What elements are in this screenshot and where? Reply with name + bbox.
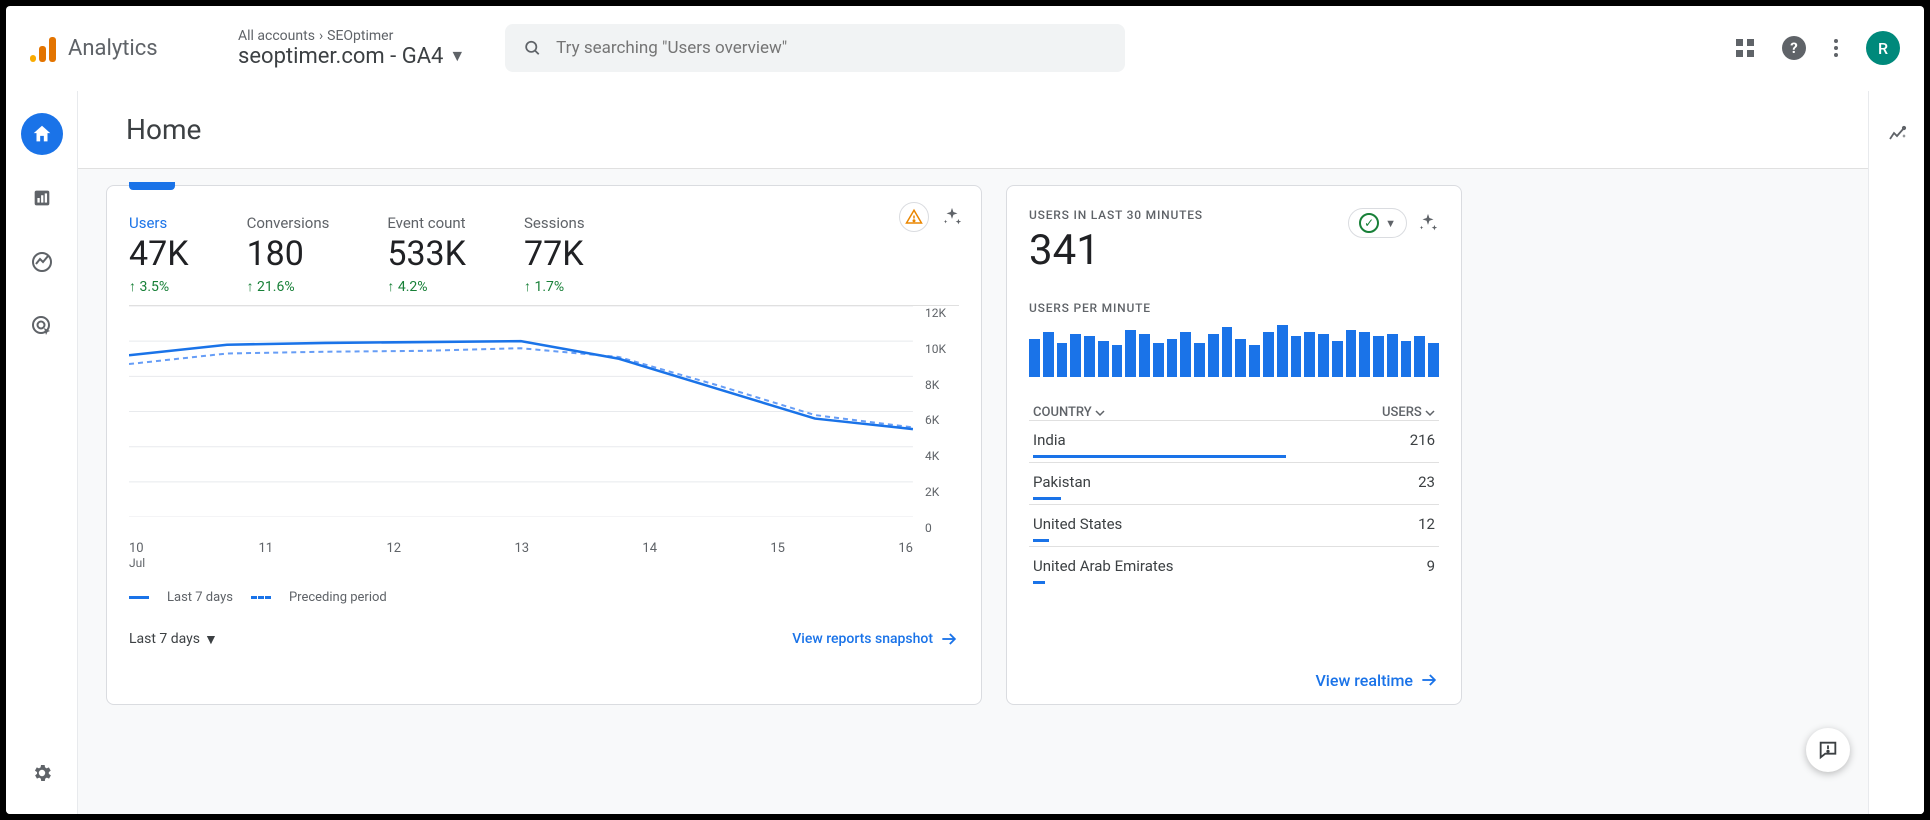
explore-icon [30, 250, 54, 274]
insights-sparkle-icon[interactable] [941, 206, 963, 228]
nav-home[interactable] [21, 113, 63, 155]
realtime-status-pill[interactable]: ✓ ▼ [1348, 208, 1407, 238]
insights-sparkle-icon[interactable] [1417, 212, 1439, 234]
main-content: Home Users47K3.5% Conversions18021.6% Even… [78, 91, 1868, 814]
table-row[interactable]: United Arab Emirates9 [1029, 546, 1439, 588]
nav-admin[interactable] [21, 752, 63, 794]
gear-icon [31, 762, 53, 784]
breadcrumb[interactable]: All accounts›SEOptimer [238, 28, 465, 44]
view-realtime-link[interactable]: View realtime [1315, 670, 1439, 690]
realtime-table-header: COUNTRY USERS [1029, 405, 1439, 420]
metric-sessions[interactable]: Sessions77K1.7% [524, 214, 585, 295]
realtime-card: USERS IN LAST 30 MINUTES 341 ✓ ▼ USERS P… [1006, 185, 1462, 705]
home-icon [31, 123, 53, 145]
overview-card: Users47K3.5% Conversions18021.6% Event cou… [106, 185, 982, 705]
left-nav-rail [6, 91, 78, 814]
search-input[interactable] [556, 38, 1107, 58]
top-header: Analytics All accounts›SEOptimer seoptim… [6, 6, 1924, 91]
apps-icon[interactable] [1736, 39, 1754, 57]
insights-rail [1868, 91, 1924, 814]
feedback-button[interactable] [1806, 728, 1850, 772]
users-line-chart: 12K10K8K6K4K2K0 [129, 305, 959, 535]
avatar[interactable]: R [1866, 31, 1900, 65]
users-column-header[interactable]: USERS [1382, 405, 1435, 420]
active-metric-indicator [129, 182, 175, 190]
page-title: Home [126, 113, 201, 146]
metric-users[interactable]: Users47K3.5% [129, 214, 189, 295]
more-menu-icon[interactable] [1834, 39, 1838, 57]
caret-down-icon: ▼ [1385, 217, 1396, 230]
country-column-header[interactable]: COUNTRY [1033, 405, 1105, 420]
date-range-picker[interactable]: Last 7 days ▼ [129, 631, 218, 648]
view-reports-link[interactable]: View reports snapshot [792, 629, 959, 649]
users-per-minute-chart [1029, 325, 1439, 377]
property-switcher[interactable]: seoptimer.com - GA4 ▼ [238, 44, 465, 69]
table-row[interactable]: Pakistan23 [1029, 462, 1439, 504]
nav-explore[interactable] [21, 241, 63, 283]
table-row[interactable]: United States12 [1029, 504, 1439, 546]
search-icon [523, 38, 542, 58]
legend-dashed-swatch [251, 596, 271, 599]
caret-down-icon: ▼ [449, 46, 465, 66]
nav-reports[interactable] [21, 177, 63, 219]
checkmark-icon: ✓ [1359, 213, 1379, 233]
arrow-right-icon [1419, 670, 1439, 690]
target-click-icon [30, 314, 54, 338]
logo-block[interactable]: Analytics [30, 34, 230, 62]
users-per-minute-title: USERS PER MINUTE [1029, 301, 1439, 315]
feedback-icon [1817, 739, 1839, 761]
help-icon[interactable]: ? [1782, 36, 1806, 60]
metric-event-count[interactable]: Event count533K4.2% [387, 214, 466, 295]
caret-down-icon: ▼ [204, 631, 218, 648]
insights-sparkle-icon[interactable] [1885, 125, 1909, 149]
bar-chart-icon [31, 187, 53, 209]
product-name: Analytics [68, 36, 158, 61]
nav-advertising[interactable] [21, 305, 63, 347]
anomaly-warning-icon[interactable] [899, 202, 929, 232]
table-row[interactable]: India216 [1029, 420, 1439, 462]
arrow-right-icon [939, 629, 959, 649]
realtime-user-count: 341 [1029, 226, 1203, 275]
chart-legend: Last 7 days Preceding period [129, 590, 959, 605]
metric-conversions[interactable]: Conversions18021.6% [247, 214, 330, 295]
realtime-title: USERS IN LAST 30 MINUTES [1029, 208, 1203, 222]
page-title-bar: Home [78, 91, 1868, 169]
legend-solid-swatch [129, 596, 149, 599]
analytics-logo-icon [30, 34, 56, 62]
search-bar[interactable] [505, 24, 1125, 72]
